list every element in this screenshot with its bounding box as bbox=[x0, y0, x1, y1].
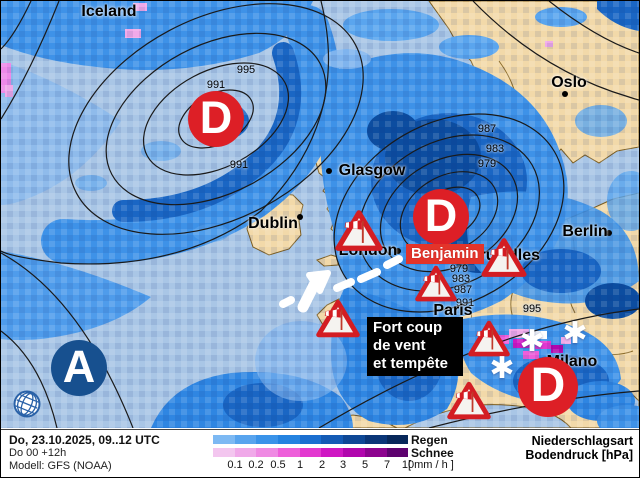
rain-color-scale bbox=[213, 435, 409, 444]
pressure-center-low: D bbox=[188, 91, 244, 147]
city-dot-london bbox=[395, 248, 401, 254]
rain-scale-segment bbox=[234, 435, 257, 444]
snowflake-icon: ✱ bbox=[519, 325, 545, 358]
isobar-layer bbox=[1, 1, 639, 428]
city-dot-glasgow bbox=[326, 168, 332, 174]
legend-tick: 0.5 bbox=[270, 459, 286, 471]
map-type-title: Niederschlagsart bbox=[531, 434, 633, 448]
legend-tick: 0.1 bbox=[227, 459, 243, 471]
storm-name-label: Benjamin bbox=[406, 244, 484, 264]
isobar-label: 979 bbox=[449, 263, 469, 275]
model-name: Modell: GFS (NOAA) bbox=[9, 460, 112, 472]
isobar-label: 991 bbox=[206, 79, 226, 91]
warning-text-line: et tempête bbox=[373, 355, 449, 372]
pressure-center-low: D bbox=[518, 357, 578, 417]
rain-scale-segment bbox=[278, 435, 300, 444]
snowflake-icon: ✱ bbox=[562, 317, 588, 350]
wind-warning-icon bbox=[415, 265, 457, 303]
snow-scale-segment bbox=[278, 448, 300, 457]
rain-scale-segment bbox=[299, 435, 322, 444]
city-label-glasgow: Glasgow bbox=[338, 162, 406, 179]
wind-warning-icon bbox=[468, 320, 510, 358]
snow-scale-segment bbox=[364, 448, 387, 457]
legend-ticks: 0.1 0.2 0.5 1 2 3 5 7 10 bbox=[213, 459, 415, 472]
city-dot-oslo bbox=[562, 91, 568, 97]
pressure-center-high: A bbox=[51, 340, 107, 396]
legend-tick: 1 bbox=[296, 459, 304, 471]
globe-logo-icon bbox=[13, 390, 41, 418]
rain-scale-segment bbox=[213, 435, 235, 444]
city-label-paris: Paris bbox=[433, 302, 473, 319]
city-label-berlin: Berlin bbox=[562, 223, 608, 240]
snow-scale-segment bbox=[299, 448, 322, 457]
footer-bar: Do, 23.10.2025, 09..12 UTC Do 00 +12h Mo… bbox=[1, 429, 639, 477]
legend-tick: 7 bbox=[383, 459, 391, 471]
legend-tick: 0.2 bbox=[248, 459, 264, 471]
isobar-label: 991 bbox=[455, 297, 475, 309]
pressure-title: Bodendruck [hPa] bbox=[525, 448, 633, 462]
rain-scale-segment bbox=[256, 435, 279, 444]
forecast-step: Do 00 +12h bbox=[9, 447, 67, 459]
city-label-iceland: Iceland bbox=[81, 3, 137, 20]
isobar-label: 995 bbox=[236, 64, 256, 76]
city-dot-dublin bbox=[297, 214, 303, 220]
isobar-label: 987 bbox=[453, 284, 473, 296]
legend-tick: 2 bbox=[318, 459, 326, 471]
warning-text-box: Fort coup de vent et tempête bbox=[367, 317, 463, 376]
legend-tick: 10 bbox=[401, 459, 415, 471]
city-label-dublin: Dublin bbox=[248, 215, 298, 232]
storm-track-arrow bbox=[279, 255, 403, 313]
city-label-oslo: Oslo bbox=[551, 74, 587, 91]
isobar-label: 991 bbox=[229, 159, 249, 171]
warning-text-line: de vent bbox=[373, 337, 426, 354]
rain-scale-segment bbox=[343, 435, 365, 444]
snow-label: Schnee bbox=[411, 446, 454, 460]
pressure-center-low: D bbox=[413, 189, 469, 245]
warning-text-line: Fort coup bbox=[373, 319, 443, 336]
map-overlay: 995 991 991 987 983 979 979 983 987 991 995 Iceland… bbox=[1, 1, 639, 428]
rain-label: Regen bbox=[411, 433, 448, 447]
legend-tick: 3 bbox=[339, 459, 347, 471]
snowflake-icon: ✱ bbox=[489, 352, 515, 385]
legend-tick: 5 bbox=[361, 459, 369, 471]
rain-scale-segment bbox=[321, 435, 344, 444]
snow-scale-segment bbox=[256, 448, 279, 457]
isobar-label: 983 bbox=[485, 143, 505, 155]
run-datetime: Do, 23.10.2025, 09..12 UTC bbox=[9, 433, 160, 447]
isobar-label: 995 bbox=[522, 303, 542, 315]
isobar-label: 983 bbox=[451, 273, 471, 285]
snow-scale-segment bbox=[343, 448, 365, 457]
wind-warning-icon bbox=[335, 210, 383, 253]
wind-warning-icon bbox=[316, 299, 360, 339]
rain-scale-segment bbox=[364, 435, 387, 444]
isobar-label: 987 bbox=[477, 123, 497, 135]
isobar-label: 979 bbox=[477, 158, 497, 170]
snow-scale-segment bbox=[213, 448, 235, 457]
snow-scale-segment bbox=[234, 448, 257, 457]
legend-unit: [ mm / h ] bbox=[408, 459, 454, 471]
snow-scale-segment bbox=[386, 448, 409, 457]
wind-warning-icon bbox=[447, 381, 491, 421]
pixel-texture bbox=[1, 1, 639, 428]
snow-scale-segment bbox=[321, 448, 344, 457]
wind-warning-icon bbox=[481, 238, 527, 279]
city-dot-berlin bbox=[606, 230, 612, 236]
map-area: 995 991 991 987 983 979 979 983 987 991 995 Iceland… bbox=[1, 1, 639, 428]
snow-color-scale bbox=[213, 448, 409, 457]
rain-scale-segment bbox=[386, 435, 409, 444]
